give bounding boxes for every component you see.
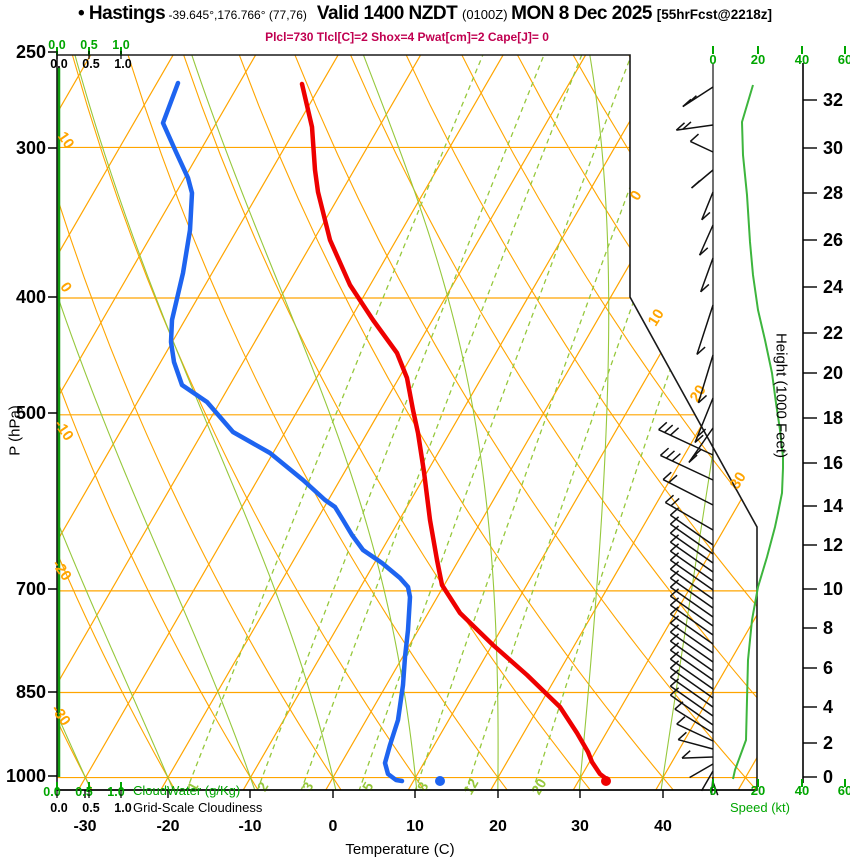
cloudwater-scale-top-label: 1.0 <box>112 38 129 52</box>
surface-temperature-dot <box>601 776 611 786</box>
isobar-lines <box>57 146 757 779</box>
height-tick-label: 8 <box>823 618 833 638</box>
valid-zulu: (0100Z) <box>462 7 512 22</box>
height-tick-label: 24 <box>823 277 843 297</box>
title-bar: • Hastings -39.645°,176.766° (77,76) Val… <box>0 3 850 25</box>
pressure-tick-label: 250 <box>16 42 46 62</box>
cloudwater-scale-top-label: 0.0 <box>48 38 65 52</box>
cloudwater-scale-bottom-label: 1.0 <box>107 785 124 799</box>
speed-tick-label-bottom: 60 <box>838 783 850 798</box>
forecast-tag: [55hrFcst@2218z] <box>656 7 772 22</box>
height-tick-label: 6 <box>823 658 833 678</box>
cloudwater-scale-bottom-label: 0.5 <box>75 785 92 799</box>
surface-dewpoint-dot <box>435 776 445 786</box>
svg-text:20: 20 <box>687 382 710 405</box>
temperature-tick-label: -30 <box>73 818 96 835</box>
pressure-axis: 250 300 400 500 700 850 1000 <box>6 42 57 786</box>
wind-barbs <box>658 64 719 796</box>
svg-text:12: 12 <box>460 776 482 798</box>
speed-tick-label-top: 20 <box>751 52 765 67</box>
temperature-tick-label: 20 <box>489 818 507 835</box>
speed-tick-label-top: 60 <box>838 52 850 67</box>
svg-text:5: 5 <box>359 779 377 794</box>
svg-text:10: 10 <box>645 306 668 329</box>
pressure-tick-label: 300 <box>16 138 46 158</box>
cloudiness-scale-top-label: 0.0 <box>50 57 67 71</box>
svg-text:-20: -20 <box>49 557 75 585</box>
cloudwater-scale-top-label: 0.5 <box>80 38 97 52</box>
height-axis-title: Height (1000 Feet) <box>772 332 790 459</box>
height-tick-label: 16 <box>823 453 843 473</box>
speed-tick-label-bottom: 20 <box>751 783 765 798</box>
temperature-tick-label: 30 <box>571 818 589 835</box>
temperature-tick-label: -10 <box>238 818 261 835</box>
cloudwater-scale-bottom-label: 0.0 <box>43 785 60 799</box>
background-grid <box>57 55 757 790</box>
isotherm-lines <box>57 55 757 790</box>
pressure-tick-label: 500 <box>16 403 46 423</box>
temperature-axis: -30 -20 -10 0 10 20 30 40 <box>57 789 757 835</box>
height-tick-label: 26 <box>823 230 843 250</box>
cloudiness-scale-bottom-label: 0.0 <box>50 801 67 815</box>
svg-text:10: 10 <box>54 129 77 152</box>
height-tick-label: 22 <box>823 323 843 343</box>
temperature-tick-label: 10 <box>406 818 424 835</box>
wind-speed-curve <box>732 84 784 780</box>
temperature-tick-label: 40 <box>654 818 672 835</box>
svg-text:20: 20 <box>528 776 550 798</box>
height-tick-label: 12 <box>823 535 843 555</box>
speed-axis-title: Speed (kt) <box>730 800 790 815</box>
height-tick-label: 10 <box>823 579 843 599</box>
pressure-tick-label: 700 <box>16 579 46 599</box>
valid-time: Valid 1400 NZDT <box>316 3 462 24</box>
cloudiness-scale-top-label: 1.0 <box>114 57 131 71</box>
height-tick-label: 18 <box>823 408 843 428</box>
height-tick-label: 0 <box>823 767 833 787</box>
pressure-tick-label: 850 <box>16 682 46 702</box>
cloud-scales: 0.0 0.0 0.0 0.0 0.5 0.5 0.5 0.5 1.0 1.0 1.0 1.0 <box>43 38 131 815</box>
height-tick-label: 28 <box>823 183 843 203</box>
cloudiness-scale-bottom-label: 0.5 <box>82 801 99 815</box>
cloudiness-scale-title: Grid-Scale Cloudiness <box>133 800 263 815</box>
speed-tick-label-bottom: 0 <box>709 783 716 798</box>
speed-tick-label-top: 40 <box>795 52 809 67</box>
dry-adiabat-lines <box>57 55 757 790</box>
cloudiness-scale-bottom-label: 1.0 <box>114 801 131 815</box>
height-tick-label: 4 <box>823 697 833 717</box>
station-coords: -39.645°,176.766° (77,76) <box>165 8 317 22</box>
dewpoint-curve <box>160 80 413 784</box>
temperature-axis-title: Temperature (C) <box>345 841 455 858</box>
cloudwater-scale-title: CloudWater (g/Kg) <box>133 783 241 798</box>
height-tick-label: 2 <box>823 733 833 753</box>
height-tick-label: 32 <box>823 90 843 110</box>
speed-tick-label-top: 0 <box>709 52 716 67</box>
pressure-tick-label: 1000 <box>6 766 46 786</box>
temperature-tick-label: 0 <box>329 818 338 835</box>
stability-indices: Plcl=730 Tlcl[C]=2 Shox=4 Pwat[cm]=2 Cap… <box>265 30 549 44</box>
moist-adiabat-lines <box>57 55 757 790</box>
svg-text:-30: -30 <box>48 702 74 730</box>
station-name: • Hastings <box>78 3 166 24</box>
svg-text:30: 30 <box>727 469 750 492</box>
cloudiness-scale-top-label: 0.5 <box>82 57 99 71</box>
height-tick-label: 20 <box>823 363 843 383</box>
temperature-tick-label: -20 <box>156 818 179 835</box>
height-tick-label: 14 <box>823 496 843 516</box>
speed-tick-label-bottom: 40 <box>795 783 809 798</box>
pressure-tick-label: 400 <box>16 287 46 307</box>
svg-text:8: 8 <box>414 779 432 794</box>
height-tick-label: 30 <box>823 138 843 158</box>
mixing-ratio-lines <box>179 55 757 790</box>
valid-date: MON 8 Dec 2025 <box>511 3 657 24</box>
pressure-axis-title: P (hPa) <box>6 405 24 456</box>
temperature-curve <box>299 81 611 783</box>
